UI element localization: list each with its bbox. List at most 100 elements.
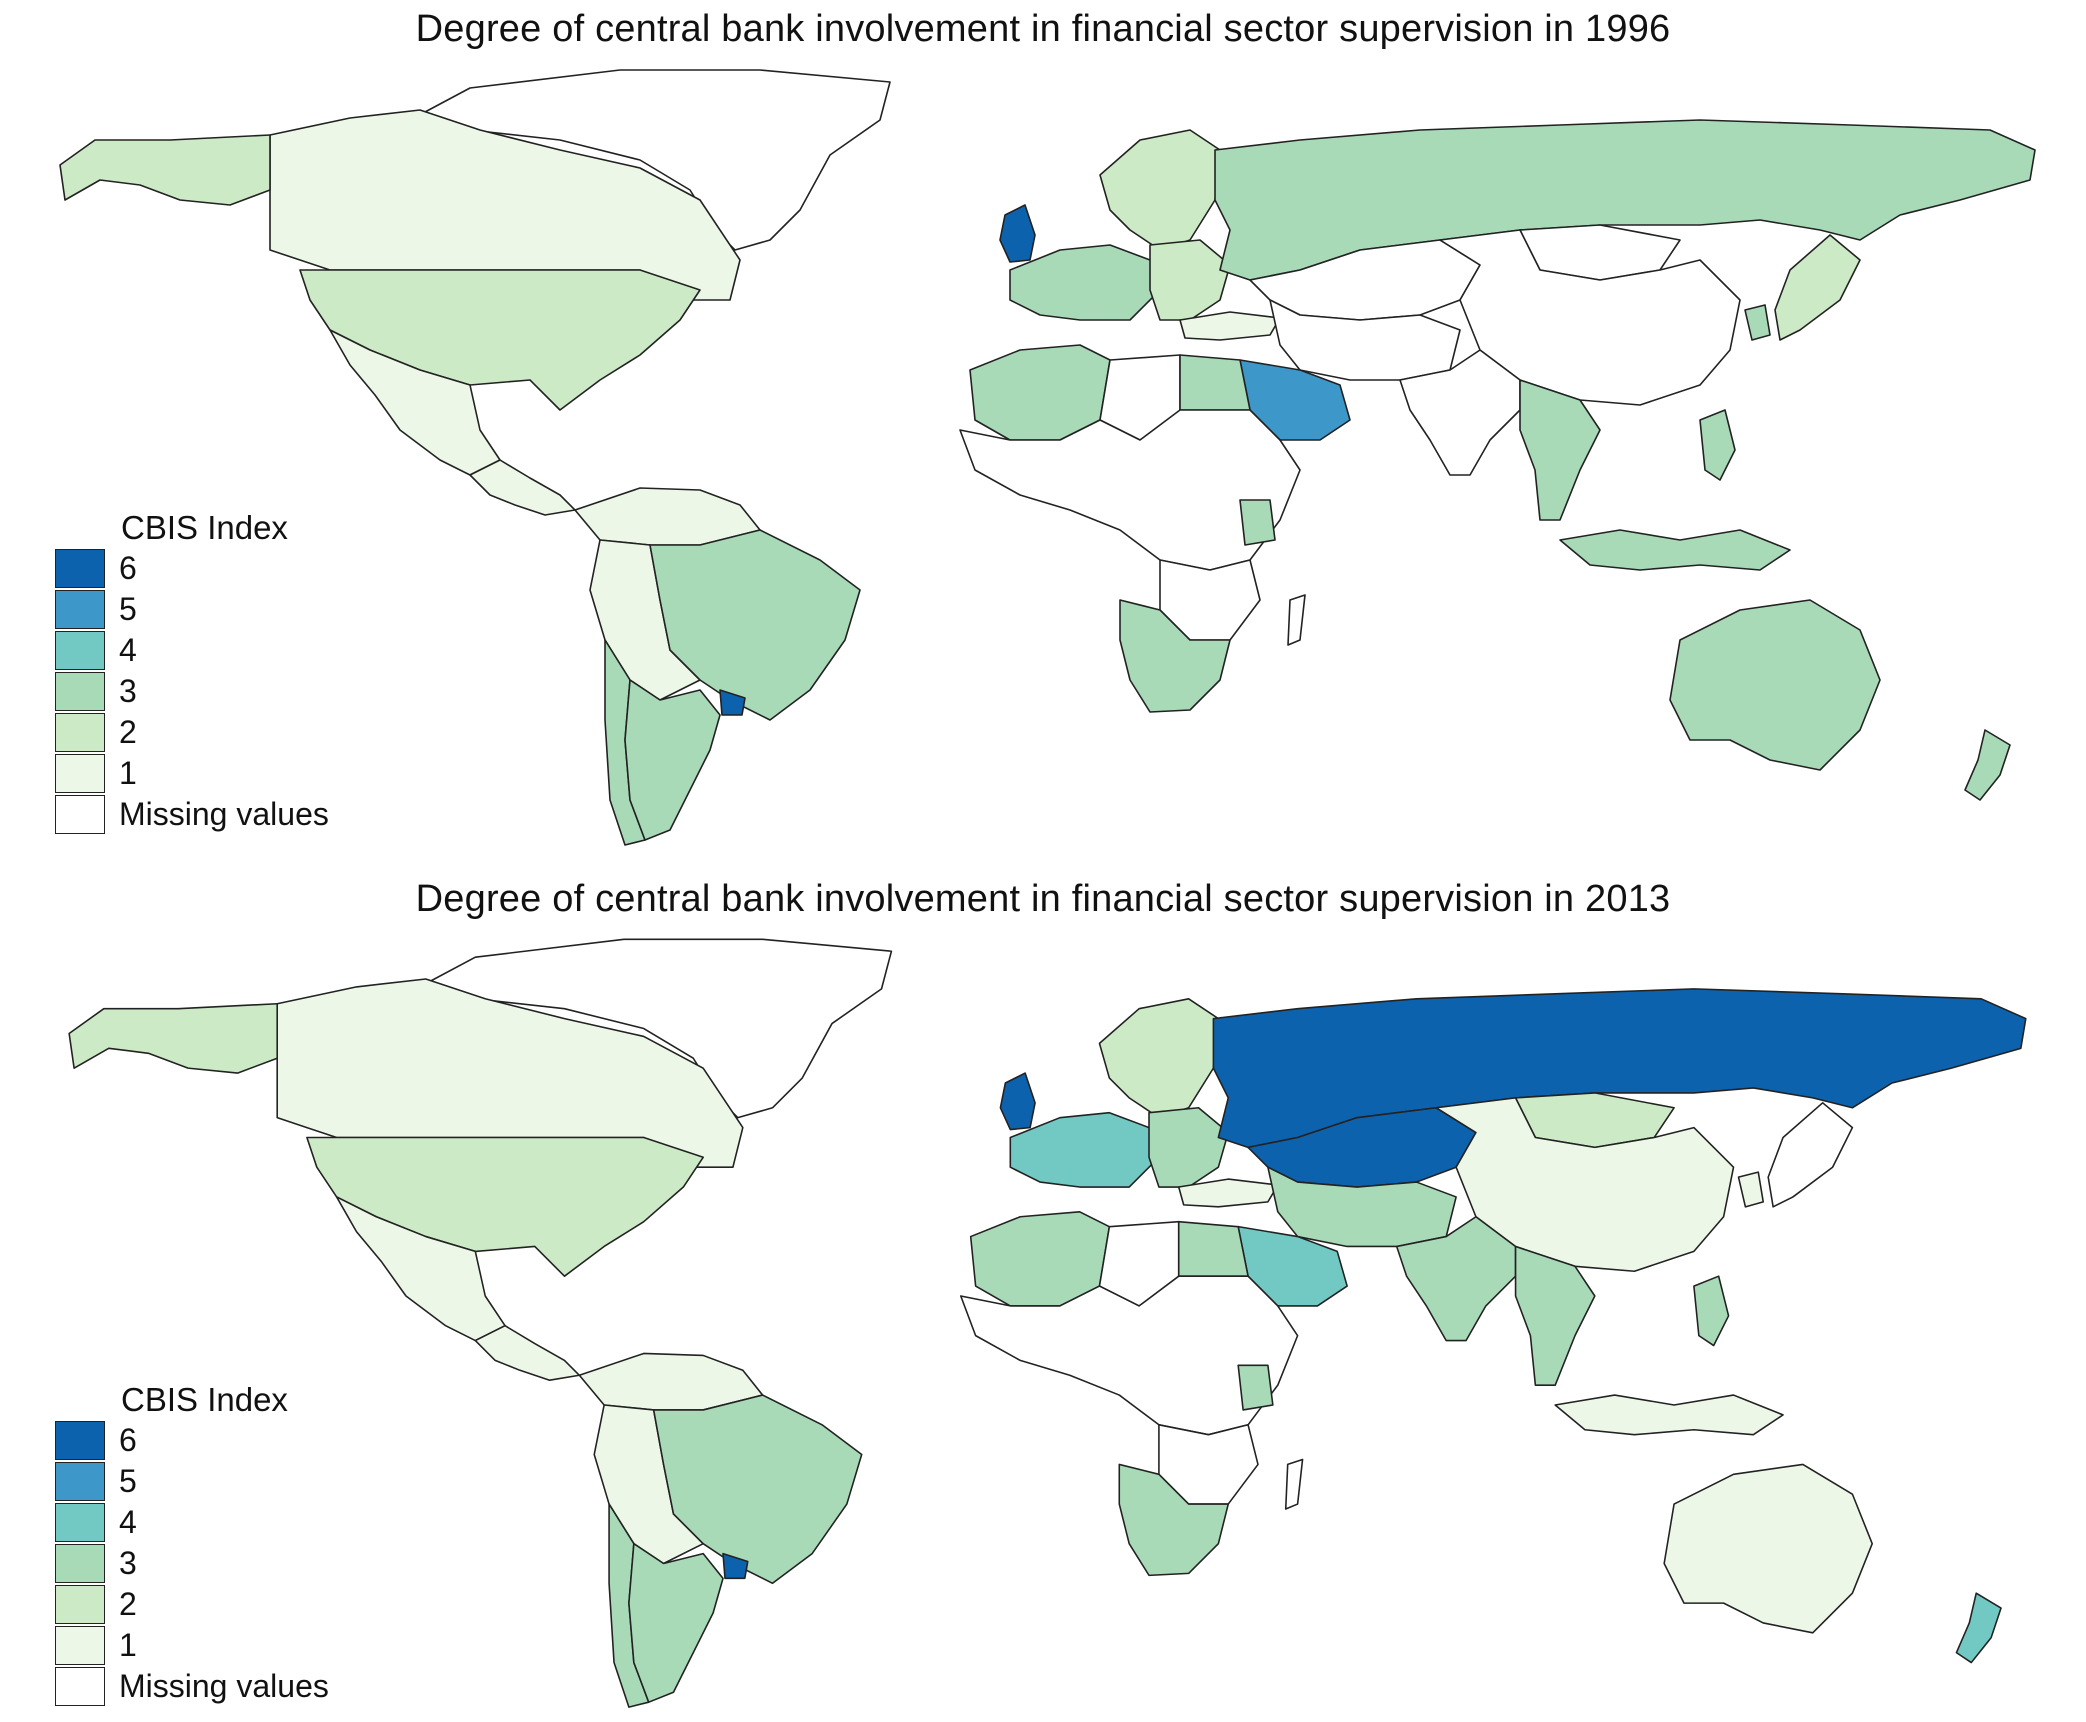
region-turkey — [1179, 311, 1281, 341]
region-kenya — [1237, 1364, 1274, 1411]
legend-label: 4 — [119, 632, 137, 668]
region-indonesia — [1559, 529, 1791, 571]
region-japan — [1767, 1102, 1854, 1208]
region-usa — [299, 269, 701, 411]
region-brazil — [652, 1394, 863, 1585]
world-map-2013 — [68, 938, 2027, 1708]
region-new-zealand — [1955, 1592, 2002, 1664]
legend-entry-5: 5 — [55, 589, 329, 630]
legend-label: 6 — [119, 550, 137, 586]
region-central-africa — [959, 409, 1301, 571]
region-southeast-asia — [1514, 1245, 1596, 1386]
region-central-america — [474, 1324, 581, 1382]
legend-entry-5: 5 — [55, 1461, 329, 1502]
legend-label: 5 — [119, 1463, 137, 1499]
region-greenland — [409, 69, 891, 251]
region-uruguay — [719, 689, 746, 716]
legend-entry-1: 1 — [55, 753, 329, 794]
legend-swatch — [55, 1667, 105, 1706]
legend-swatch — [55, 1544, 105, 1583]
legend-label: Missing values — [119, 796, 329, 832]
region-central-america — [469, 459, 576, 516]
region-madagascar — [1284, 1458, 1304, 1510]
region-scandinavia — [1099, 129, 1221, 251]
region-korea — [1744, 304, 1771, 341]
region-uk — [999, 204, 1036, 263]
legend-entry-2: 2 — [55, 1584, 329, 1625]
legend-label: 2 — [119, 714, 137, 750]
region-east-europe — [1148, 1106, 1230, 1188]
region-west-europe — [1009, 244, 1161, 321]
map-title-2013: Degree of central bank involvement in fi… — [415, 878, 1671, 920]
map-panel-2013: Degree of central bank involvement in fi… — [0, 870, 2086, 1722]
region-new-zealand — [1964, 729, 2011, 801]
legend-entry-1: 1 — [55, 1625, 329, 1666]
region-uk — [999, 1072, 1036, 1131]
legend-swatch — [55, 1585, 105, 1624]
legend-label: 3 — [119, 673, 137, 709]
legend-swatch — [55, 1503, 105, 1542]
world-map-1996 — [59, 69, 2036, 846]
map-title-1996: Degree of central bank involvement in fi… — [415, 8, 1671, 50]
legend-swatch — [55, 713, 105, 752]
region-southern-africa — [1119, 599, 1231, 713]
legend-swatch — [55, 1626, 105, 1665]
legend-swatch — [55, 795, 105, 834]
legend-entry-3: 3 — [55, 1543, 329, 1584]
legend-entry-4: 4 — [55, 630, 329, 671]
legend-swatch — [55, 590, 105, 629]
legend-1996: CBIS Index 6 5 4 3 2 1 Missing values — [55, 508, 329, 835]
legend-label: 6 — [119, 1422, 137, 1458]
region-philippines — [1699, 409, 1736, 481]
legend-title-2013: CBIS Index — [121, 1381, 288, 1418]
legend-swatch — [55, 549, 105, 588]
legend-entry-4: 4 — [55, 1502, 329, 1543]
legend-entry-3: 3 — [55, 671, 329, 712]
region-indonesia — [1554, 1394, 1784, 1436]
region-argentina — [628, 1542, 724, 1703]
legend-entry-missing: Missing values — [55, 1666, 329, 1707]
region-east-europe — [1149, 239, 1231, 321]
legend-entry-6: 6 — [55, 1420, 329, 1461]
region-west-europe — [1009, 1111, 1160, 1188]
region-scandinavia — [1098, 997, 1220, 1119]
region-usa — [306, 1136, 704, 1277]
region-india — [1399, 349, 1521, 476]
region-turkey — [1177, 1178, 1279, 1208]
legend-entry-missing: Missing values — [55, 794, 329, 835]
region-japan — [1774, 234, 1861, 341]
region-australia — [1663, 1463, 1874, 1634]
region-india — [1395, 1215, 1517, 1342]
region-southern-africa — [1118, 1463, 1230, 1577]
legend-label: 1 — [119, 755, 137, 791]
region-brazil — [649, 529, 861, 721]
region-greenland — [415, 938, 893, 1119]
legend-label: 2 — [119, 1586, 137, 1622]
region-egypt — [1179, 354, 1251, 411]
legend-swatch — [55, 1421, 105, 1460]
legend-swatch — [55, 631, 105, 670]
legend-label: 5 — [119, 591, 137, 627]
region-philippines — [1693, 1275, 1730, 1347]
legend-label: Missing values — [119, 1668, 329, 1704]
region-uruguay — [722, 1552, 749, 1580]
legend-entry-6: 6 — [55, 548, 329, 589]
region-korea — [1737, 1171, 1765, 1208]
region-kenya — [1239, 499, 1276, 546]
map-panel-1996: Degree of central bank involvement in fi… — [0, 0, 2086, 860]
region-china — [1439, 229, 1741, 406]
legend-title-1996: CBIS Index — [121, 509, 288, 546]
region-china — [1435, 1097, 1735, 1273]
region-argentina — [624, 679, 721, 841]
legend-label: 4 — [119, 1504, 137, 1540]
region-australia — [1669, 599, 1881, 771]
legend-label: 3 — [119, 1545, 137, 1581]
region-central-africa — [959, 1275, 1299, 1436]
legend-2013: CBIS Index 6 5 4 3 2 1 Missing values — [55, 1380, 329, 1707]
legend-label: 1 — [119, 1627, 137, 1663]
legend-swatch — [55, 672, 105, 711]
region-egypt — [1177, 1220, 1249, 1277]
legend-swatch — [55, 754, 105, 793]
legend-swatch — [55, 1462, 105, 1501]
region-southeast-asia — [1519, 379, 1601, 521]
